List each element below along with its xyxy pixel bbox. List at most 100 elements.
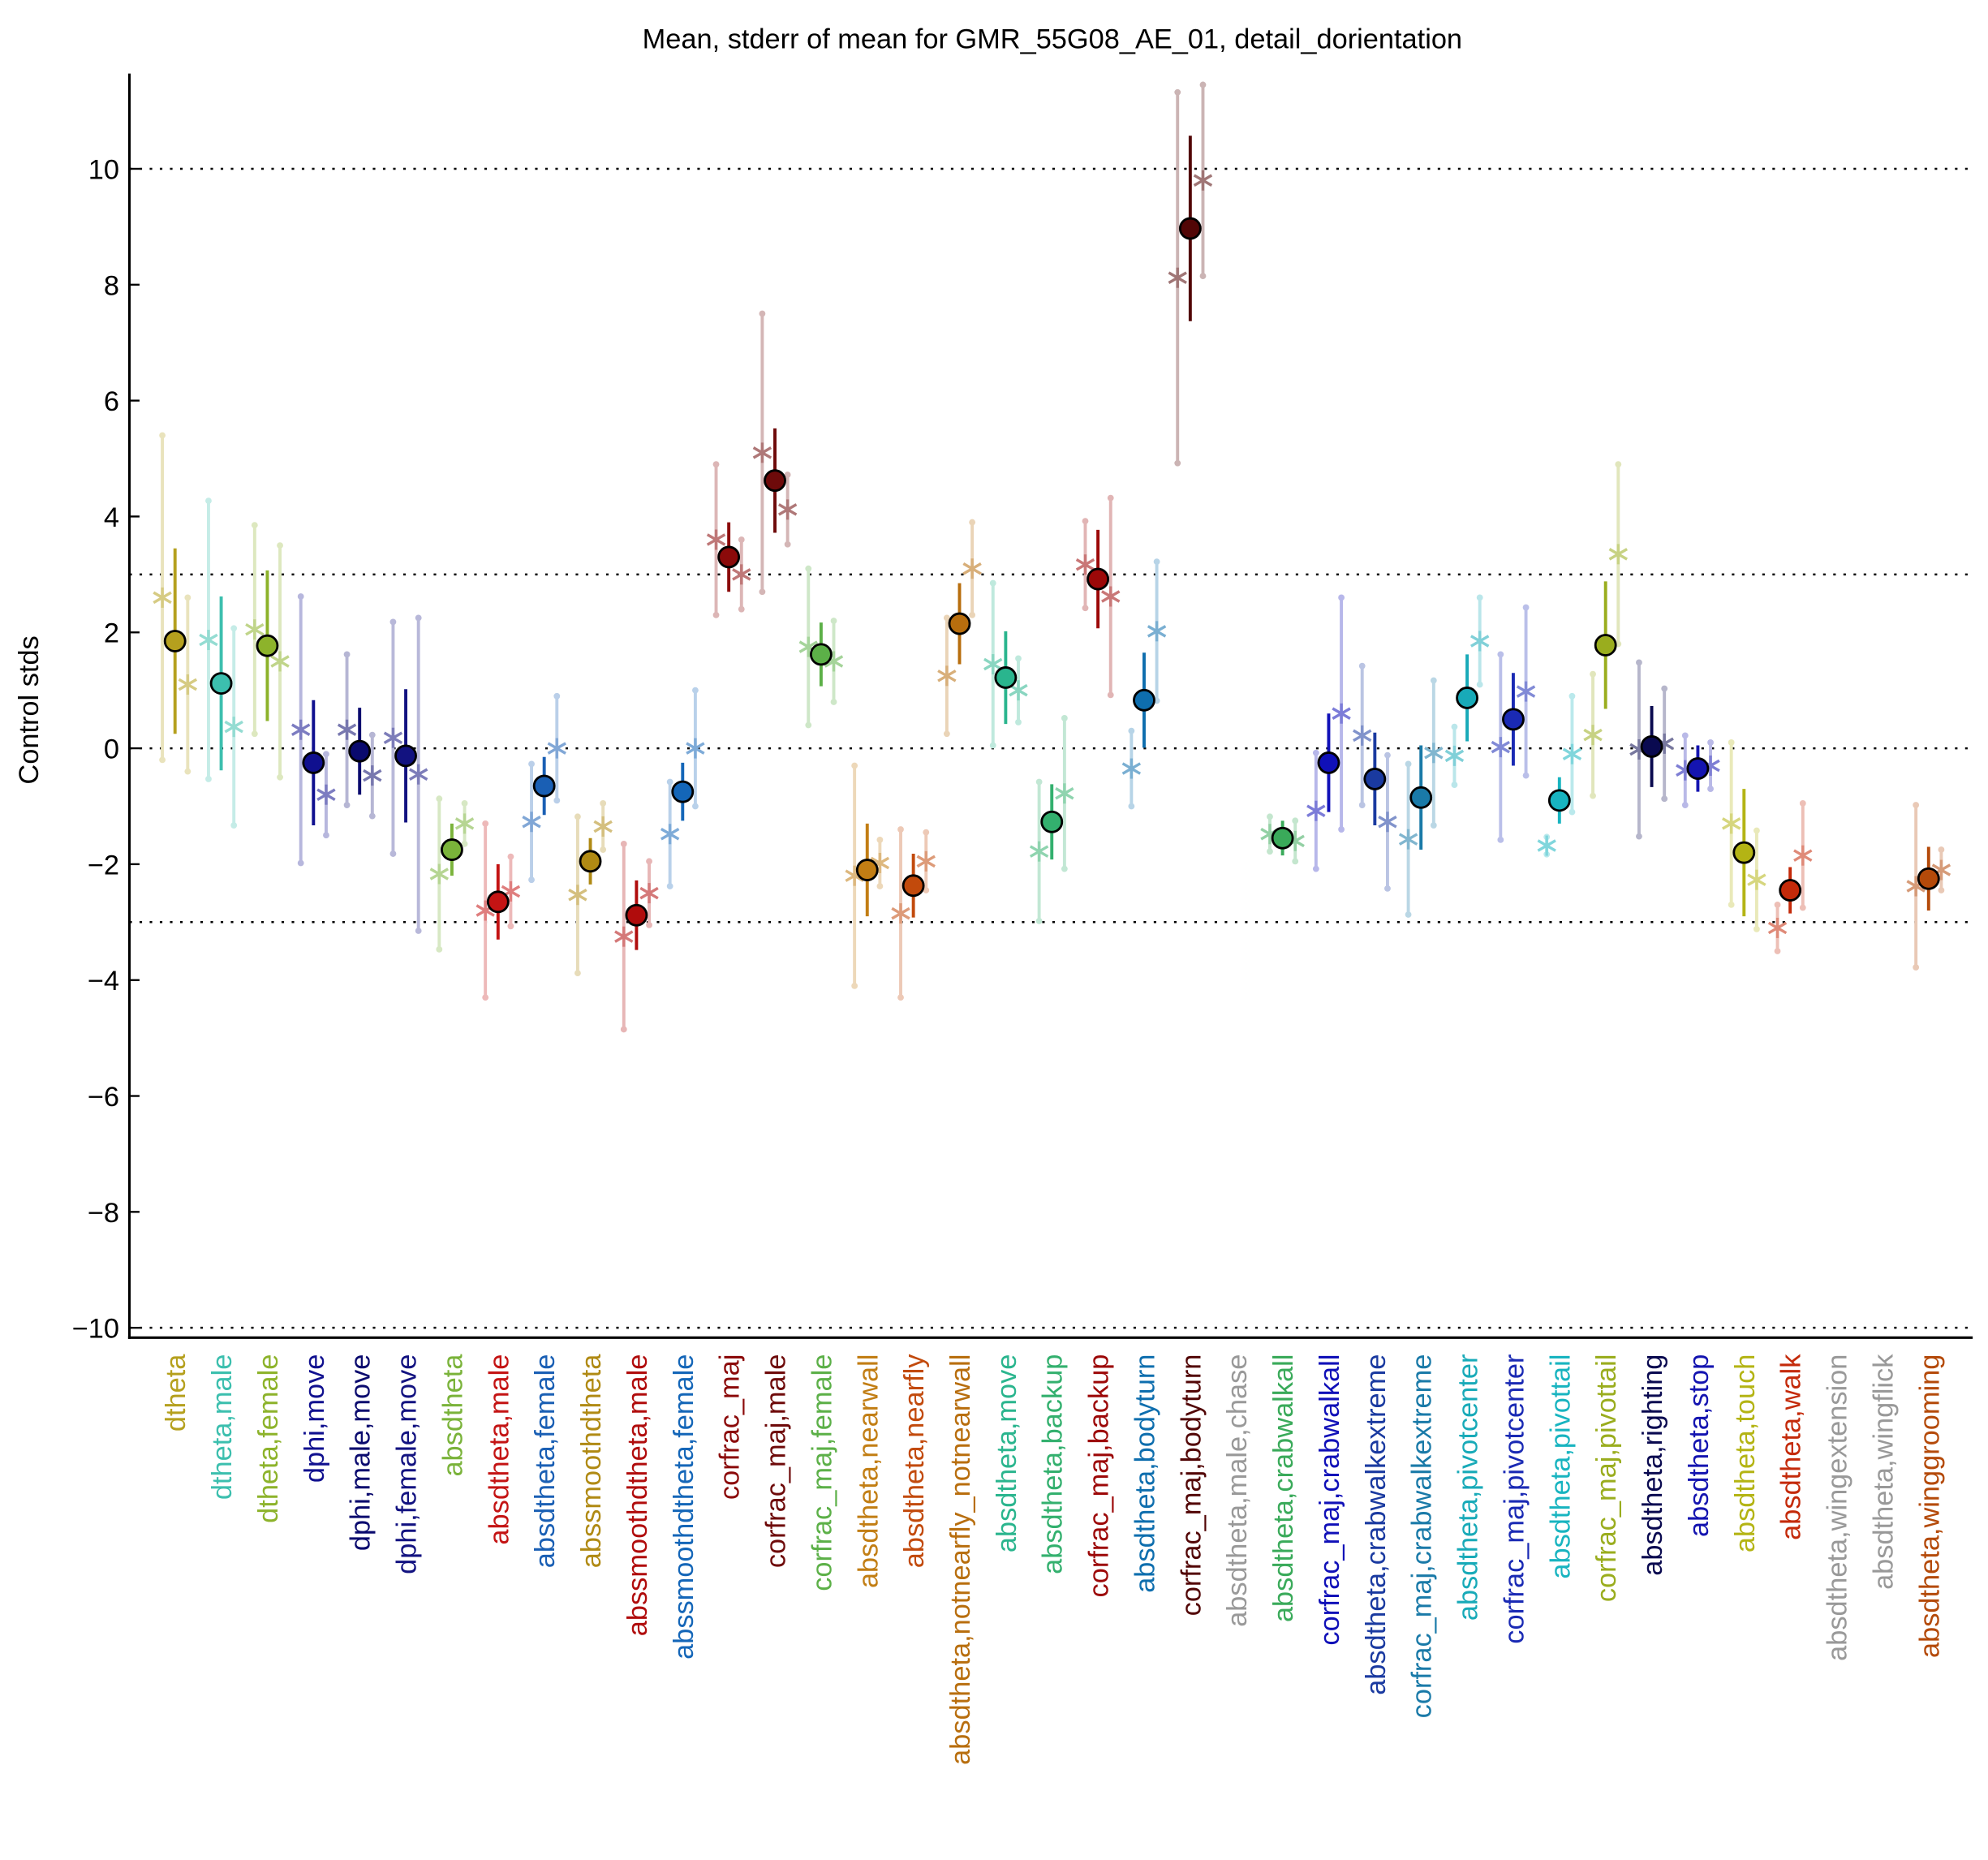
point-marker [568,885,587,906]
mean-marker [1640,735,1663,758]
x-tick-label: absdtheta,male [484,1354,514,1545]
error-cap [691,803,699,810]
error-cap [1615,461,1622,468]
mean-marker [1686,757,1710,780]
point-marker [383,727,403,748]
error-cap [1451,723,1458,730]
error-cap [1661,685,1668,692]
error-cap [830,699,837,705]
error-cap [482,820,489,827]
x-tick-label: absdtheta,male,chase [1222,1354,1253,1627]
point-marker [316,784,336,805]
error-cap [436,795,443,803]
x-tick-label: corfrac_maj,male [761,1354,792,1569]
error-cap [989,579,996,587]
x-tick-label: dphi,female,move [392,1354,423,1574]
point-marker [1424,743,1444,764]
error-cap [1061,715,1068,721]
error-cap [1267,848,1273,855]
point-marker [153,587,172,608]
point-marker [1029,841,1049,862]
error-cap [1753,925,1760,932]
x-tick-label: absdtheta,righting [1637,1354,1668,1576]
point-marker [547,738,566,759]
error-cap [230,625,238,632]
x-tick-label: dtheta [161,1354,191,1432]
error-cap [1312,749,1319,756]
error-cap [784,471,791,478]
point-marker [1721,813,1741,834]
error-cap [1799,904,1806,911]
error-cap [1082,605,1089,612]
error-cap [666,883,673,889]
error-cap [323,832,329,839]
error-cap [1174,88,1181,96]
y-axis-label: Control stds [14,635,45,784]
mean-marker [1917,867,1940,890]
mean-marker [441,838,463,861]
point-marker [1491,737,1511,758]
point-marker [1767,917,1788,938]
point-marker [408,764,428,785]
error-cap [159,432,166,439]
mean-marker [994,666,1018,689]
x-tick-label: corfrac_maj,pivottail [1591,1354,1622,1603]
mean-marker [1317,751,1340,774]
error-cap [1338,826,1345,833]
mean-marker [855,859,879,881]
y-tick-label: −8 [88,1198,119,1229]
point-marker [777,499,798,520]
mean-marker [1594,634,1617,657]
error-cap [1082,518,1089,525]
x-tick-label: absdtheta,crabwalkextreme [1361,1354,1392,1695]
point-marker [614,926,634,947]
error-cap [805,565,812,572]
point-marker [199,630,218,651]
y-tick-label: −10 [72,1314,119,1345]
mean-marker [486,890,510,914]
x-tick-label: abssmoothdtheta,male [622,1354,653,1637]
point-marker [245,619,265,640]
error-cap [528,876,535,884]
error-cap [574,813,581,820]
x-tick-label: abssmoothdtheta [576,1354,607,1568]
error-cap [1405,911,1412,918]
error-cap [1636,833,1642,840]
error-cap [851,982,858,989]
error-cap [1681,732,1689,739]
mean-marker [1456,687,1478,709]
point-marker [639,883,659,904]
point-marker [1193,170,1213,191]
error-cap [415,928,422,934]
point-marker [1378,812,1397,833]
x-tick-label: absdtheta,nearfly [899,1354,930,1568]
mean-marker [764,469,786,493]
x-tick-label: absdtheta,winggrooming [1914,1354,1945,1658]
x-tick-label: dtheta,female [253,1354,284,1523]
error-cap [1338,594,1345,601]
x-tick-label: absdtheta [437,1354,468,1477]
x-tick-label: absdtheta,touch [1730,1354,1761,1553]
error-cap [1061,865,1068,872]
mean-marker [302,751,325,774]
error-cap [646,858,652,865]
error-cap [897,994,904,1001]
point-marker [337,719,357,740]
mean-marker [1040,810,1064,833]
error-cap [297,593,304,600]
x-tick-label: dphi,male,move [346,1354,377,1552]
error-cap [389,850,397,857]
point-marker [891,903,910,924]
x-tick-label: dphi,move [299,1354,330,1483]
error-cap [574,970,581,977]
error-cap [1015,719,1022,725]
point-marker [660,824,680,845]
y-tick-label: 0 [104,734,119,765]
mean-marker [1409,786,1433,809]
point-marker [429,863,449,885]
error-cap [159,756,166,764]
error-cap [876,836,884,843]
mean-marker [532,774,556,798]
error-cap [1430,677,1437,684]
